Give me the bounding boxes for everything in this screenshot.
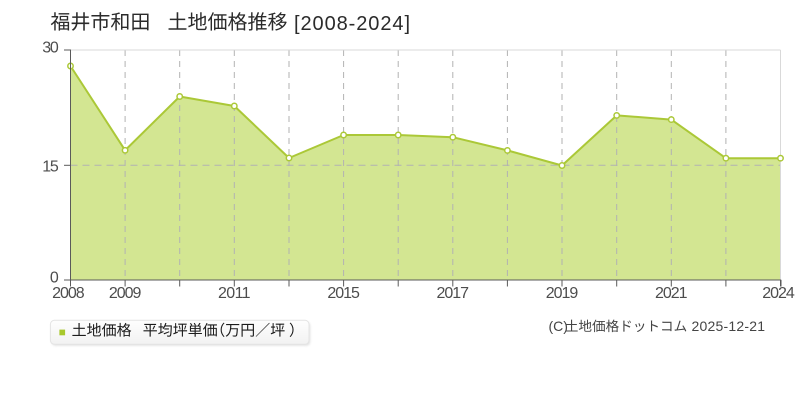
svg-text:(C): (C): [549, 318, 568, 334]
svg-text:2019: 2019: [546, 285, 579, 302]
svg-text:15: 15: [42, 159, 59, 176]
svg-text:2008: 2008: [52, 285, 85, 302]
svg-text:2009: 2009: [109, 285, 142, 302]
svg-text:30: 30: [42, 40, 59, 57]
svg-text:2021: 2021: [655, 285, 688, 302]
svg-text:2011: 2011: [218, 285, 251, 302]
svg-text:[2008-2024]: [2008-2024]: [294, 13, 410, 35]
svg-text:2024: 2024: [762, 285, 795, 302]
svg-text:2017: 2017: [437, 285, 470, 302]
svg-text:0: 0: [50, 270, 59, 287]
svg-text:2025-12-21: 2025-12-21: [692, 318, 766, 334]
svg-text:2015: 2015: [327, 285, 360, 302]
